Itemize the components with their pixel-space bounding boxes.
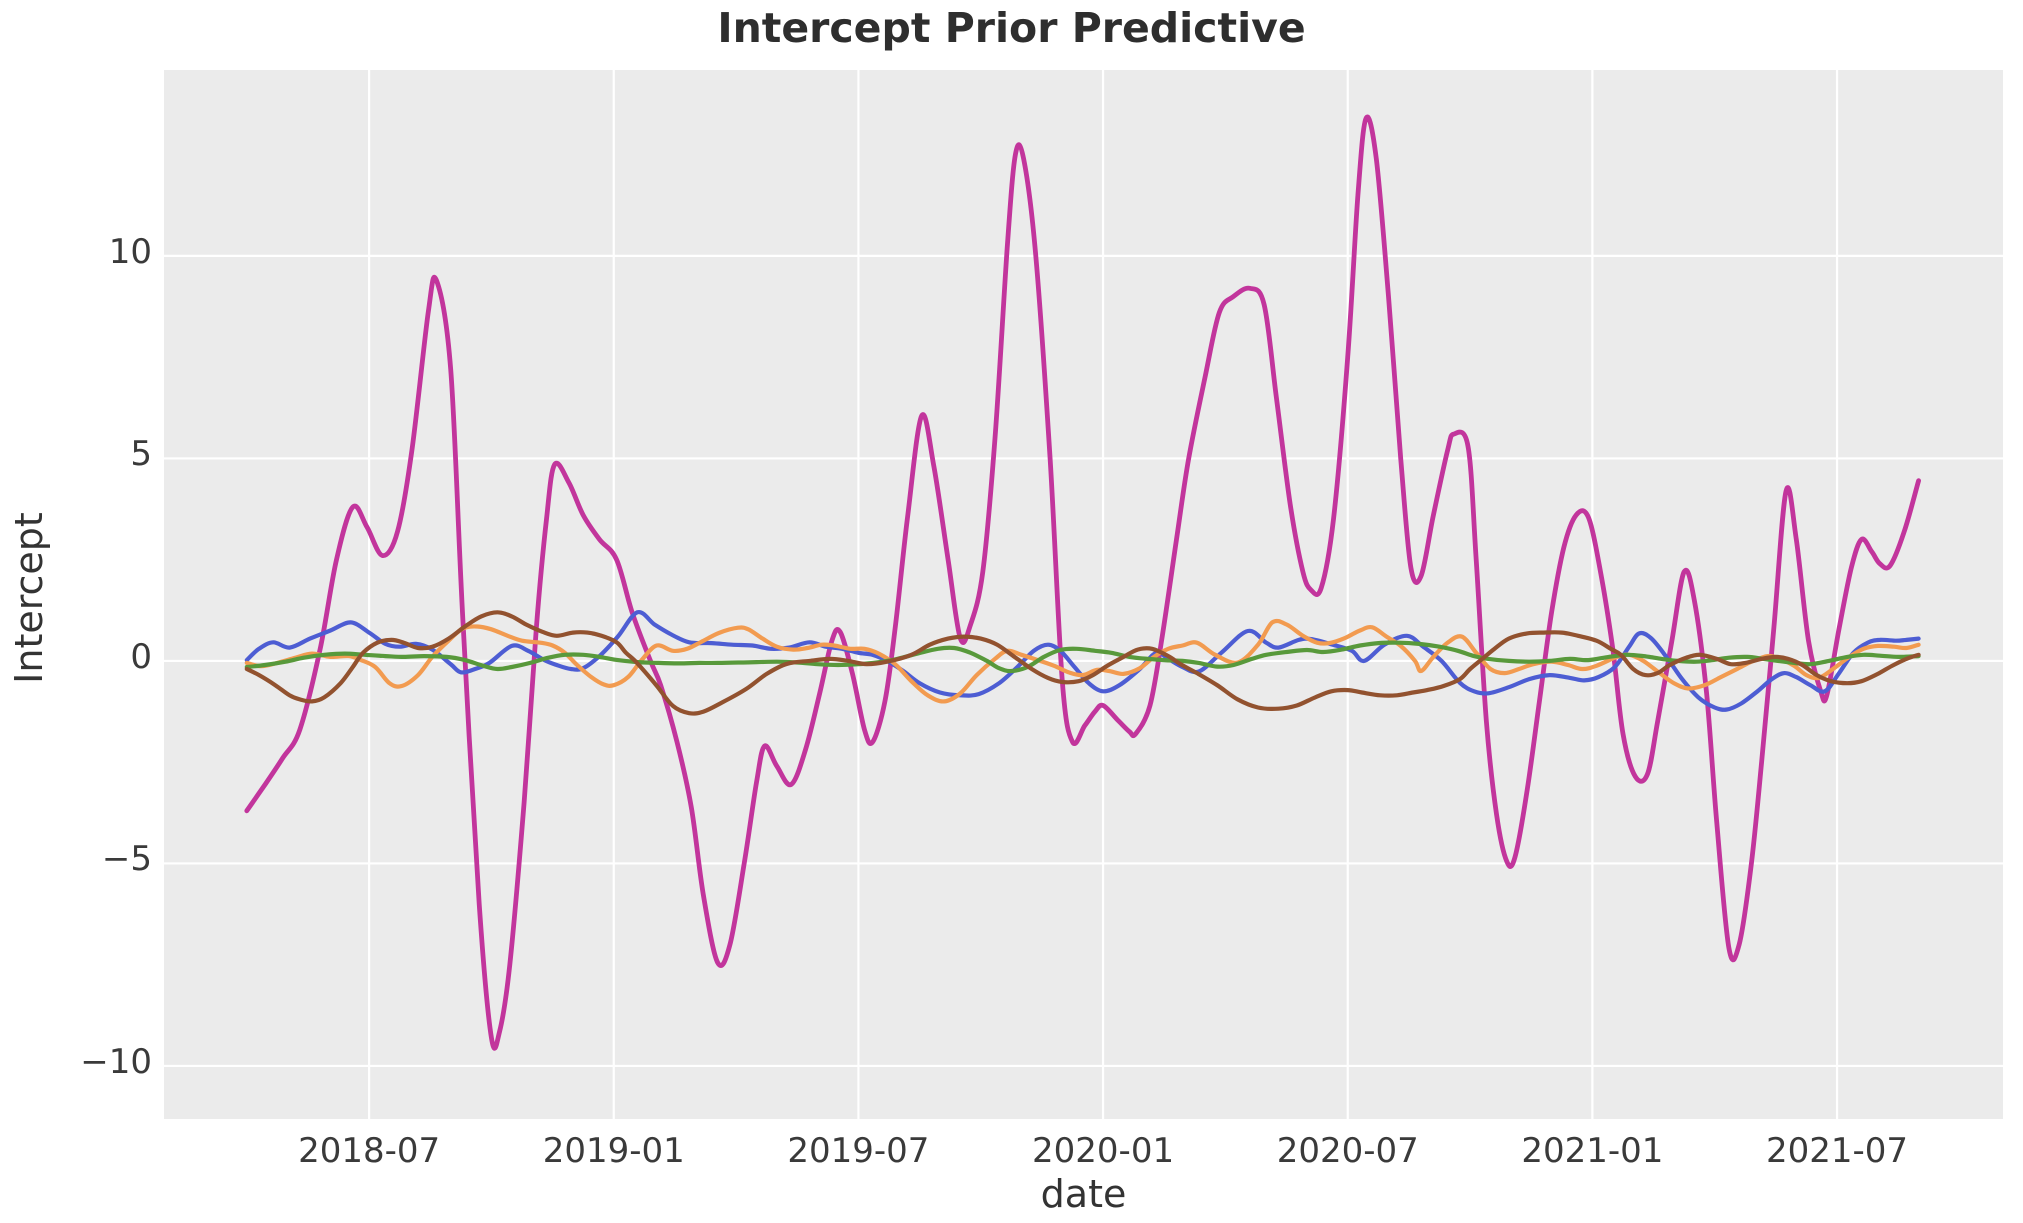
x-tick-label: 2021-01 (1521, 1131, 1664, 1171)
y-axis-label: Intercept (7, 512, 51, 684)
series-draw-green (244, 640, 1921, 674)
x-tick-label: 2018-07 (298, 1131, 441, 1171)
x-tick-label: 2019-01 (542, 1131, 685, 1171)
y-tick-label: 0 (130, 636, 152, 677)
y-tick-label: 5 (130, 434, 152, 475)
x-tick-label: 2021-07 (1766, 1131, 1909, 1171)
x-tick-label: 2020-01 (1032, 1131, 1175, 1171)
x-axis-label: date (1040, 1172, 1127, 1216)
series-draw-magenta (244, 114, 1921, 1051)
series-draw-orange (244, 618, 1921, 704)
y-tick-label: −10 (80, 1041, 152, 1082)
plot-area (164, 70, 2003, 1119)
chart-title: Intercept Prior Predictive (717, 4, 1306, 52)
series-draw-brown (244, 610, 1921, 716)
y-tick-label: −5 (101, 839, 152, 880)
y-tick-label: 10 (108, 231, 152, 272)
x-tick-label: 2020-07 (1276, 1131, 1419, 1171)
series-draw-blue (244, 610, 1921, 712)
x-tick-label: 2019-07 (787, 1131, 930, 1171)
